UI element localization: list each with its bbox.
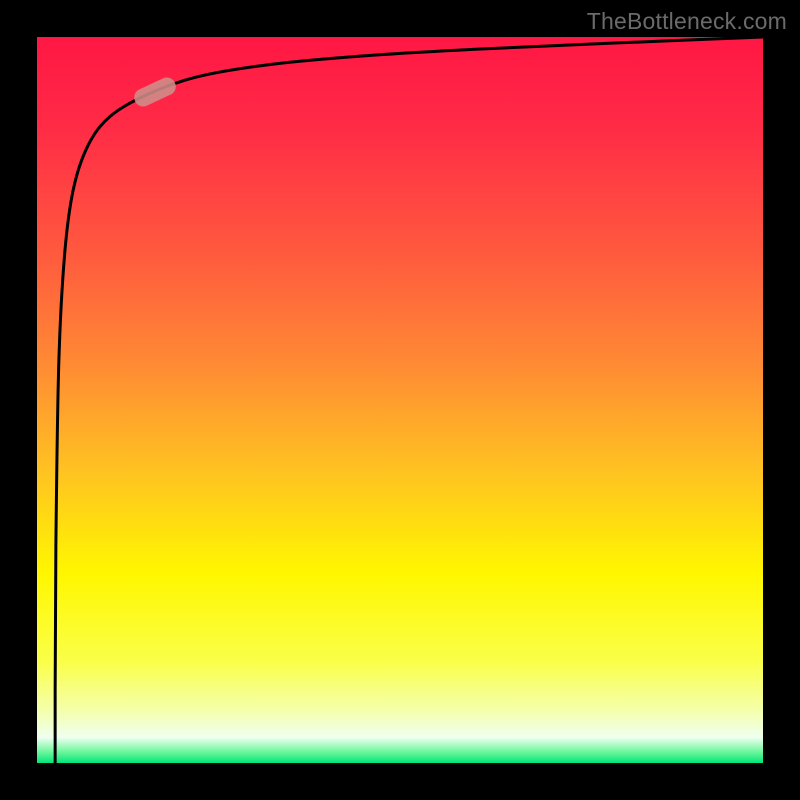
bottleneck-curve — [55, 37, 763, 763]
chart-stage: TheBottleneck.com — [0, 0, 800, 800]
curve-svg — [37, 37, 763, 763]
watermark-text: TheBottleneck.com — [587, 8, 787, 35]
plot-area — [37, 37, 763, 763]
